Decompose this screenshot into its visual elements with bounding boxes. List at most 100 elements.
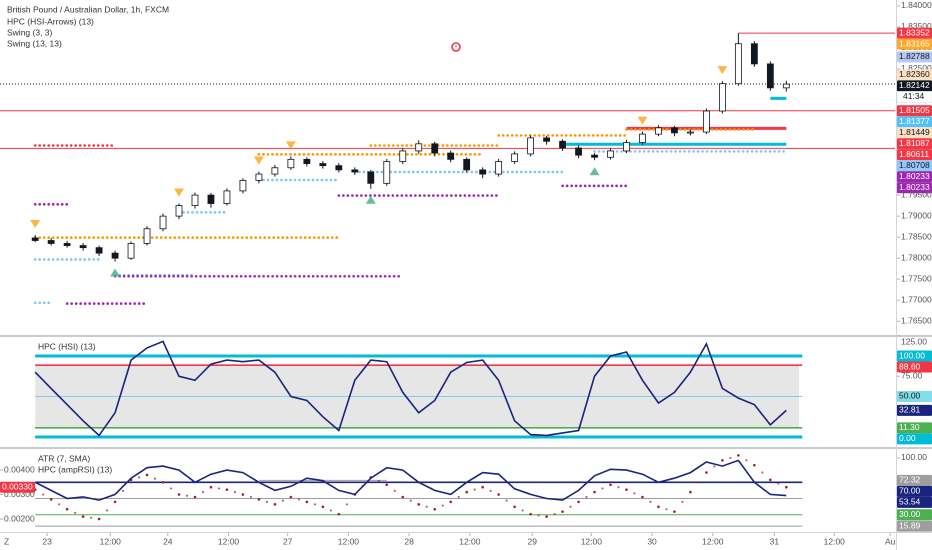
- sell-arrow: [637, 116, 648, 125]
- x-tick-label: 23: [42, 536, 52, 546]
- y-tick-label: 125.00: [901, 336, 927, 346]
- price-tag: [897, 485, 932, 497]
- dot: [657, 505, 660, 509]
- dot: [49, 498, 53, 501]
- x-tick-label: 12:00: [702, 536, 724, 546]
- corner-label[interactable]: Z: [4, 536, 9, 546]
- price-tag: [897, 520, 932, 532]
- candle-body: [479, 169, 487, 175]
- dot: [313, 503, 316, 506]
- dot: [649, 500, 652, 503]
- dot: [449, 500, 452, 504]
- dot: [265, 500, 269, 503]
- dot: [585, 495, 588, 499]
- x-tick-label: 27: [283, 536, 293, 546]
- price-tag-label: 1.82788: [899, 51, 930, 61]
- dot: [737, 454, 740, 457]
- candle-body: [127, 243, 135, 259]
- dot: [521, 509, 524, 512]
- x-tick-label: 12:00: [581, 536, 603, 546]
- dot: [177, 493, 181, 496]
- y-tick-label: 1.84000: [901, 0, 932, 10]
- candle-body: [95, 247, 103, 254]
- dot: [145, 473, 149, 477]
- candle-body: [255, 173, 263, 181]
- dot: [785, 485, 788, 489]
- candle-body: [575, 147, 582, 156]
- dot: [729, 456, 732, 459]
- dot: [745, 459, 748, 462]
- price-tag: [897, 51, 932, 63]
- y-tick-label: 75.00: [901, 371, 923, 381]
- dot: [97, 517, 101, 521]
- dot: [481, 485, 484, 489]
- y-tick-label: 0.00300: [4, 489, 35, 499]
- x-tick-label: 12:00: [218, 536, 240, 546]
- sell-arrow: [30, 220, 41, 229]
- dot: [505, 499, 508, 502]
- price-tag-label: 88.60: [899, 361, 921, 371]
- candle-body: [607, 150, 614, 158]
- price-tag-label: 0.00: [899, 433, 916, 443]
- dot: [217, 487, 221, 490]
- dot: [561, 510, 564, 513]
- sell-arrow: [285, 141, 296, 150]
- dot: [545, 515, 548, 518]
- candle-body: [750, 43, 758, 65]
- candle-body: [335, 165, 343, 171]
- dot: [529, 512, 532, 516]
- dot: [433, 507, 437, 511]
- candle-body: [31, 237, 39, 241]
- price-tag-label: 1.83165: [899, 38, 930, 48]
- candle-body: [543, 137, 550, 142]
- dot: [457, 495, 460, 499]
- dot: [633, 492, 636, 495]
- dot: [321, 505, 325, 509]
- x-tick-label: 12:00: [100, 536, 122, 546]
- dot: [489, 489, 492, 492]
- price-tag-label: 1.81449: [899, 127, 930, 137]
- dot: [769, 478, 772, 482]
- price-tag: [897, 496, 932, 508]
- candle-body: [223, 190, 231, 204]
- price-tag: [897, 474, 932, 486]
- candle-body: [623, 142, 630, 152]
- price-tag-label: 1.80708: [899, 160, 930, 170]
- dot: [641, 495, 644, 499]
- candle-body: [671, 127, 678, 134]
- dot: [761, 471, 764, 474]
- sell-arrow: [717, 66, 728, 75]
- dot: [58, 503, 61, 506]
- candle-body: [527, 137, 535, 155]
- candle-body: [351, 169, 359, 173]
- legend-entry: Swing (3, 3): [7, 27, 53, 37]
- candle-body: [639, 133, 646, 143]
- dot: [65, 507, 69, 511]
- legend-entry: HPC (ampRSI) (13): [38, 464, 112, 474]
- dot: [569, 505, 572, 508]
- x-tick-label: 12:00: [459, 536, 481, 546]
- dot: [385, 483, 389, 487]
- dot: [393, 489, 396, 492]
- buy-arrow: [589, 167, 600, 176]
- price-tag: [897, 404, 932, 416]
- x-tick-label: 24: [163, 536, 173, 546]
- candle-body: [319, 163, 327, 167]
- y-tick-label: 1.77500: [901, 273, 932, 283]
- dot: [121, 489, 125, 492]
- price-tag-label: 53.54: [899, 497, 921, 507]
- y-tick-label: 1.79500: [901, 189, 932, 199]
- dot: [417, 503, 421, 506]
- candle-body: [159, 215, 167, 230]
- price-tag: [897, 433, 932, 445]
- dot: [185, 494, 189, 497]
- price-tag-label: 1.83352: [899, 27, 930, 37]
- alarm-icon[interactable]: [451, 42, 461, 52]
- series-line: [34, 459, 787, 501]
- dot: [425, 505, 428, 508]
- legend-entry: ATR (7, SMA): [38, 453, 90, 463]
- alarm-ring: [451, 42, 461, 52]
- price-tag: [897, 105, 932, 117]
- candle-body: [303, 158, 311, 164]
